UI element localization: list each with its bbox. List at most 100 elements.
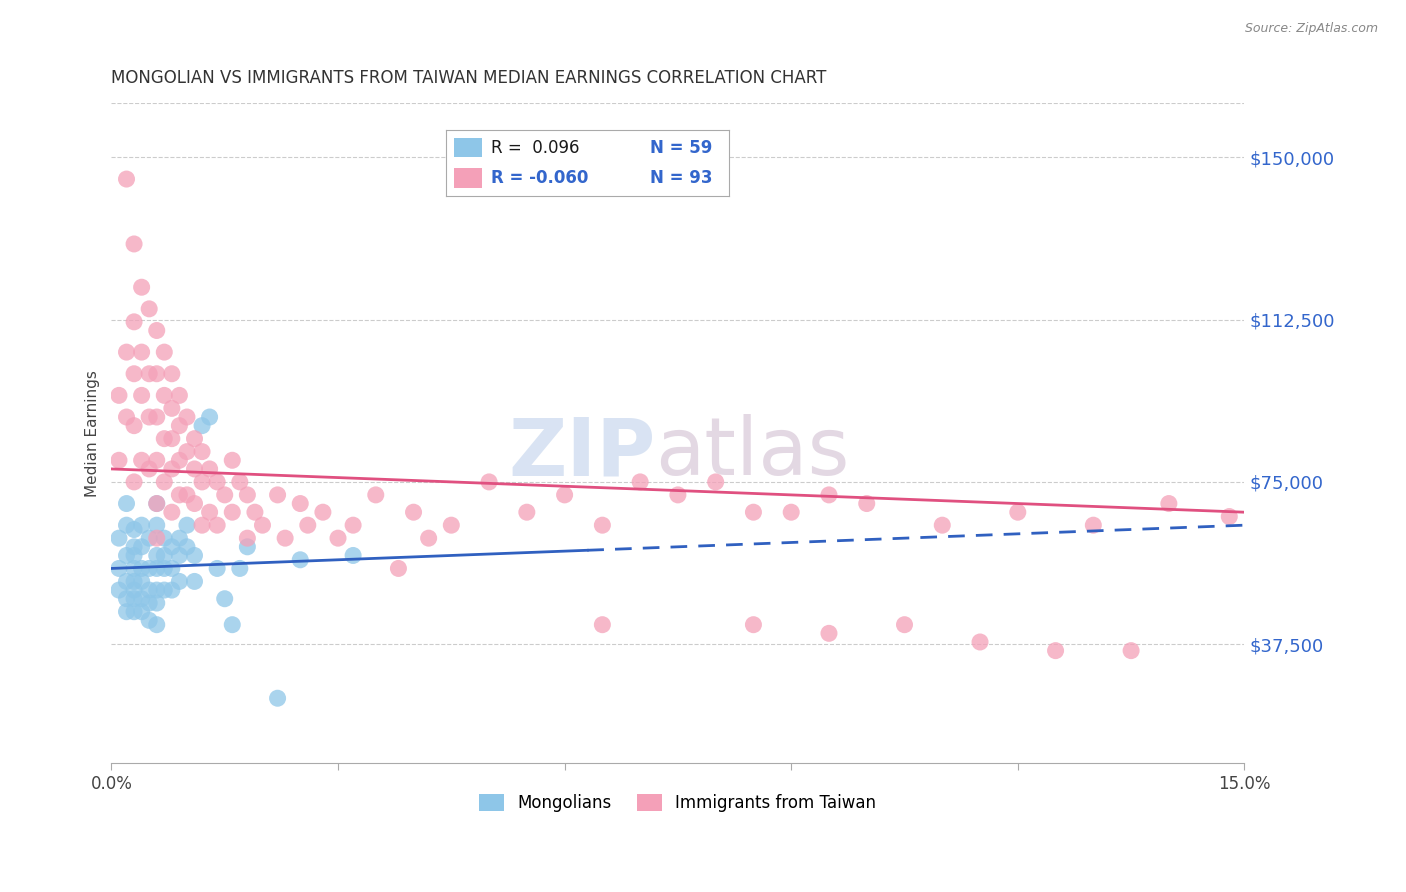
Point — [160, 367, 183, 381]
Point — [131, 561, 153, 575]
Point — [628, 475, 651, 489]
Point — [131, 540, 153, 554]
Point — [183, 497, 205, 511]
Point — [266, 691, 288, 706]
Point — [153, 388, 176, 402]
Point — [145, 531, 167, 545]
Point — [229, 561, 252, 575]
Point — [153, 583, 176, 598]
Point — [229, 475, 252, 489]
Point — [666, 488, 689, 502]
Y-axis label: Median Earnings: Median Earnings — [86, 370, 100, 497]
Point — [115, 574, 138, 589]
Point — [122, 605, 145, 619]
Point — [387, 561, 409, 575]
Point — [516, 505, 538, 519]
Point — [236, 488, 259, 502]
Point — [122, 574, 145, 589]
Point — [138, 531, 160, 545]
Point — [115, 345, 138, 359]
Point — [290, 553, 312, 567]
Point — [191, 444, 214, 458]
Point — [115, 497, 138, 511]
Point — [115, 172, 138, 186]
Point — [169, 418, 191, 433]
Point — [153, 432, 176, 446]
Point — [191, 518, 214, 533]
Point — [122, 236, 145, 251]
Point — [138, 561, 160, 575]
Point — [115, 549, 138, 563]
Point — [176, 540, 198, 554]
Point — [138, 301, 160, 316]
Point — [183, 574, 205, 589]
Point — [780, 505, 803, 519]
Legend: Mongolians, Immigrants from Taiwan: Mongolians, Immigrants from Taiwan — [471, 786, 884, 821]
Point — [145, 497, 167, 511]
Point — [312, 505, 335, 519]
Point — [108, 531, 131, 545]
Point — [145, 549, 167, 563]
Point — [169, 531, 191, 545]
Point — [169, 453, 191, 467]
Point — [122, 418, 145, 433]
Point — [1045, 643, 1067, 657]
Point — [183, 462, 205, 476]
Text: MONGOLIAN VS IMMIGRANTS FROM TAIWAN MEDIAN EARNINGS CORRELATION CHART: MONGOLIAN VS IMMIGRANTS FROM TAIWAN MEDI… — [111, 69, 827, 87]
Point — [1007, 505, 1029, 519]
Point — [243, 505, 266, 519]
Point — [108, 453, 131, 467]
Point — [893, 617, 915, 632]
Point — [145, 561, 167, 575]
Point — [221, 505, 243, 519]
Point — [236, 540, 259, 554]
Point — [855, 497, 877, 511]
Point — [153, 345, 176, 359]
Point — [342, 549, 364, 563]
Point — [153, 561, 176, 575]
Point — [205, 475, 228, 489]
Point — [191, 418, 214, 433]
Point — [198, 410, 221, 425]
Text: ZIP: ZIP — [508, 414, 655, 492]
Point — [418, 531, 440, 545]
Point — [402, 505, 425, 519]
Point — [198, 505, 221, 519]
Point — [131, 518, 153, 533]
Point — [191, 475, 214, 489]
Point — [236, 531, 259, 545]
Point — [131, 345, 153, 359]
Point — [591, 617, 613, 632]
Point — [478, 475, 501, 489]
Point — [591, 518, 613, 533]
Point — [742, 617, 765, 632]
Point — [131, 574, 153, 589]
Point — [364, 488, 387, 502]
Text: atlas: atlas — [655, 414, 849, 492]
Point — [145, 497, 167, 511]
Point — [176, 518, 198, 533]
Point — [122, 561, 145, 575]
Point — [169, 388, 191, 402]
Point — [440, 518, 463, 533]
Point — [160, 462, 183, 476]
Point — [122, 591, 145, 606]
Point — [221, 453, 243, 467]
Point — [115, 410, 138, 425]
Text: Source: ZipAtlas.com: Source: ZipAtlas.com — [1244, 22, 1378, 36]
Point — [221, 617, 243, 632]
Point — [931, 518, 953, 533]
Point — [969, 635, 991, 649]
Point — [160, 540, 183, 554]
Point — [145, 617, 167, 632]
Point — [326, 531, 349, 545]
Point — [138, 583, 160, 598]
Point — [108, 583, 131, 598]
Point — [145, 518, 167, 533]
Point — [266, 488, 288, 502]
Point — [122, 315, 145, 329]
Point — [160, 505, 183, 519]
Point — [169, 488, 191, 502]
Point — [1083, 518, 1105, 533]
Point — [342, 518, 364, 533]
